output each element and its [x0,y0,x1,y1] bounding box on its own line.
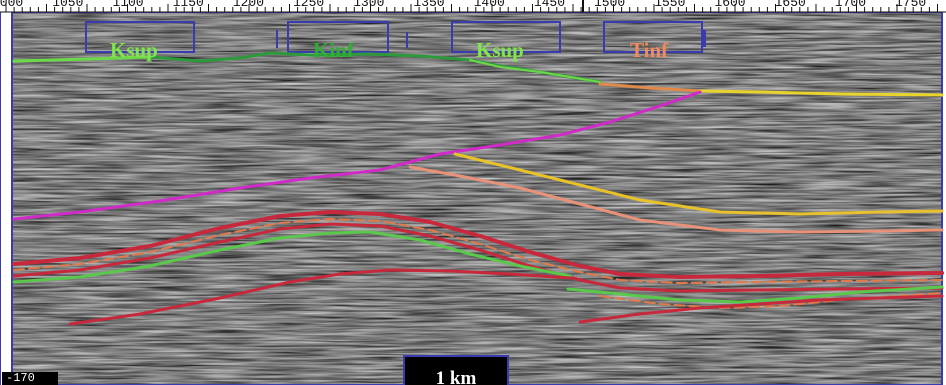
scale-bar: 1 km [403,355,509,385]
horizons [12,51,944,326]
tick-label: 1350 [413,0,445,10]
tick-label: 1150 [172,0,204,10]
horizon-anticline-green [12,230,572,284]
formation-label-ksup-1: Ksup [110,38,158,62]
formation-box-ksup-2 [451,21,561,53]
horizon-magenta [12,90,702,221]
seismic-texture-light [12,12,942,385]
horizon-top-green-right [469,59,601,83]
tick-label: 1500 [594,0,626,10]
tick-ruler-background [0,0,946,12]
depth-label: -170 [2,372,58,385]
horizon-anticline-red-mid [12,222,944,293]
tick-label: 1400 [473,0,505,10]
horizon-tinf-orange [598,82,702,93]
tick-label: 1450 [533,0,566,10]
tick-label: 1100 [112,0,144,10]
tick-label: 1300 [353,0,385,10]
tick-label: 1550 [654,0,686,10]
horizon-deep-red [68,268,572,326]
formation-label-ksup-2: Ksup [476,38,524,62]
formation-label-tinf: Tinf [630,38,669,62]
horizon-deep-red-right [578,294,944,324]
tick-label: 1650 [774,0,806,10]
tick-label: 1250 [293,0,325,10]
tick-label: 1700 [834,0,867,10]
tick-label: 1000 [0,0,24,10]
formation-boxes [85,21,706,53]
horizon-yellow-top [698,89,944,97]
tick-ruler [5,4,938,12]
formation-label-kinf: Kinf [313,38,354,62]
horizon-yellow-lower [453,152,944,216]
horizon-lower-green [566,285,944,304]
tick-label: 1600 [714,0,746,10]
horizon-anticline-orange [13,218,943,284]
tick-label: 1200 [232,0,265,10]
horizon-top-green-light [12,55,152,63]
tick-label: 1750 [895,0,927,10]
horizon-anticline-red-top [12,210,944,279]
tick-label: 1050 [52,0,84,10]
horizon-salmon [408,165,944,234]
formation-box-kinf [287,21,389,53]
formation-box-ksup-1 [85,21,195,53]
